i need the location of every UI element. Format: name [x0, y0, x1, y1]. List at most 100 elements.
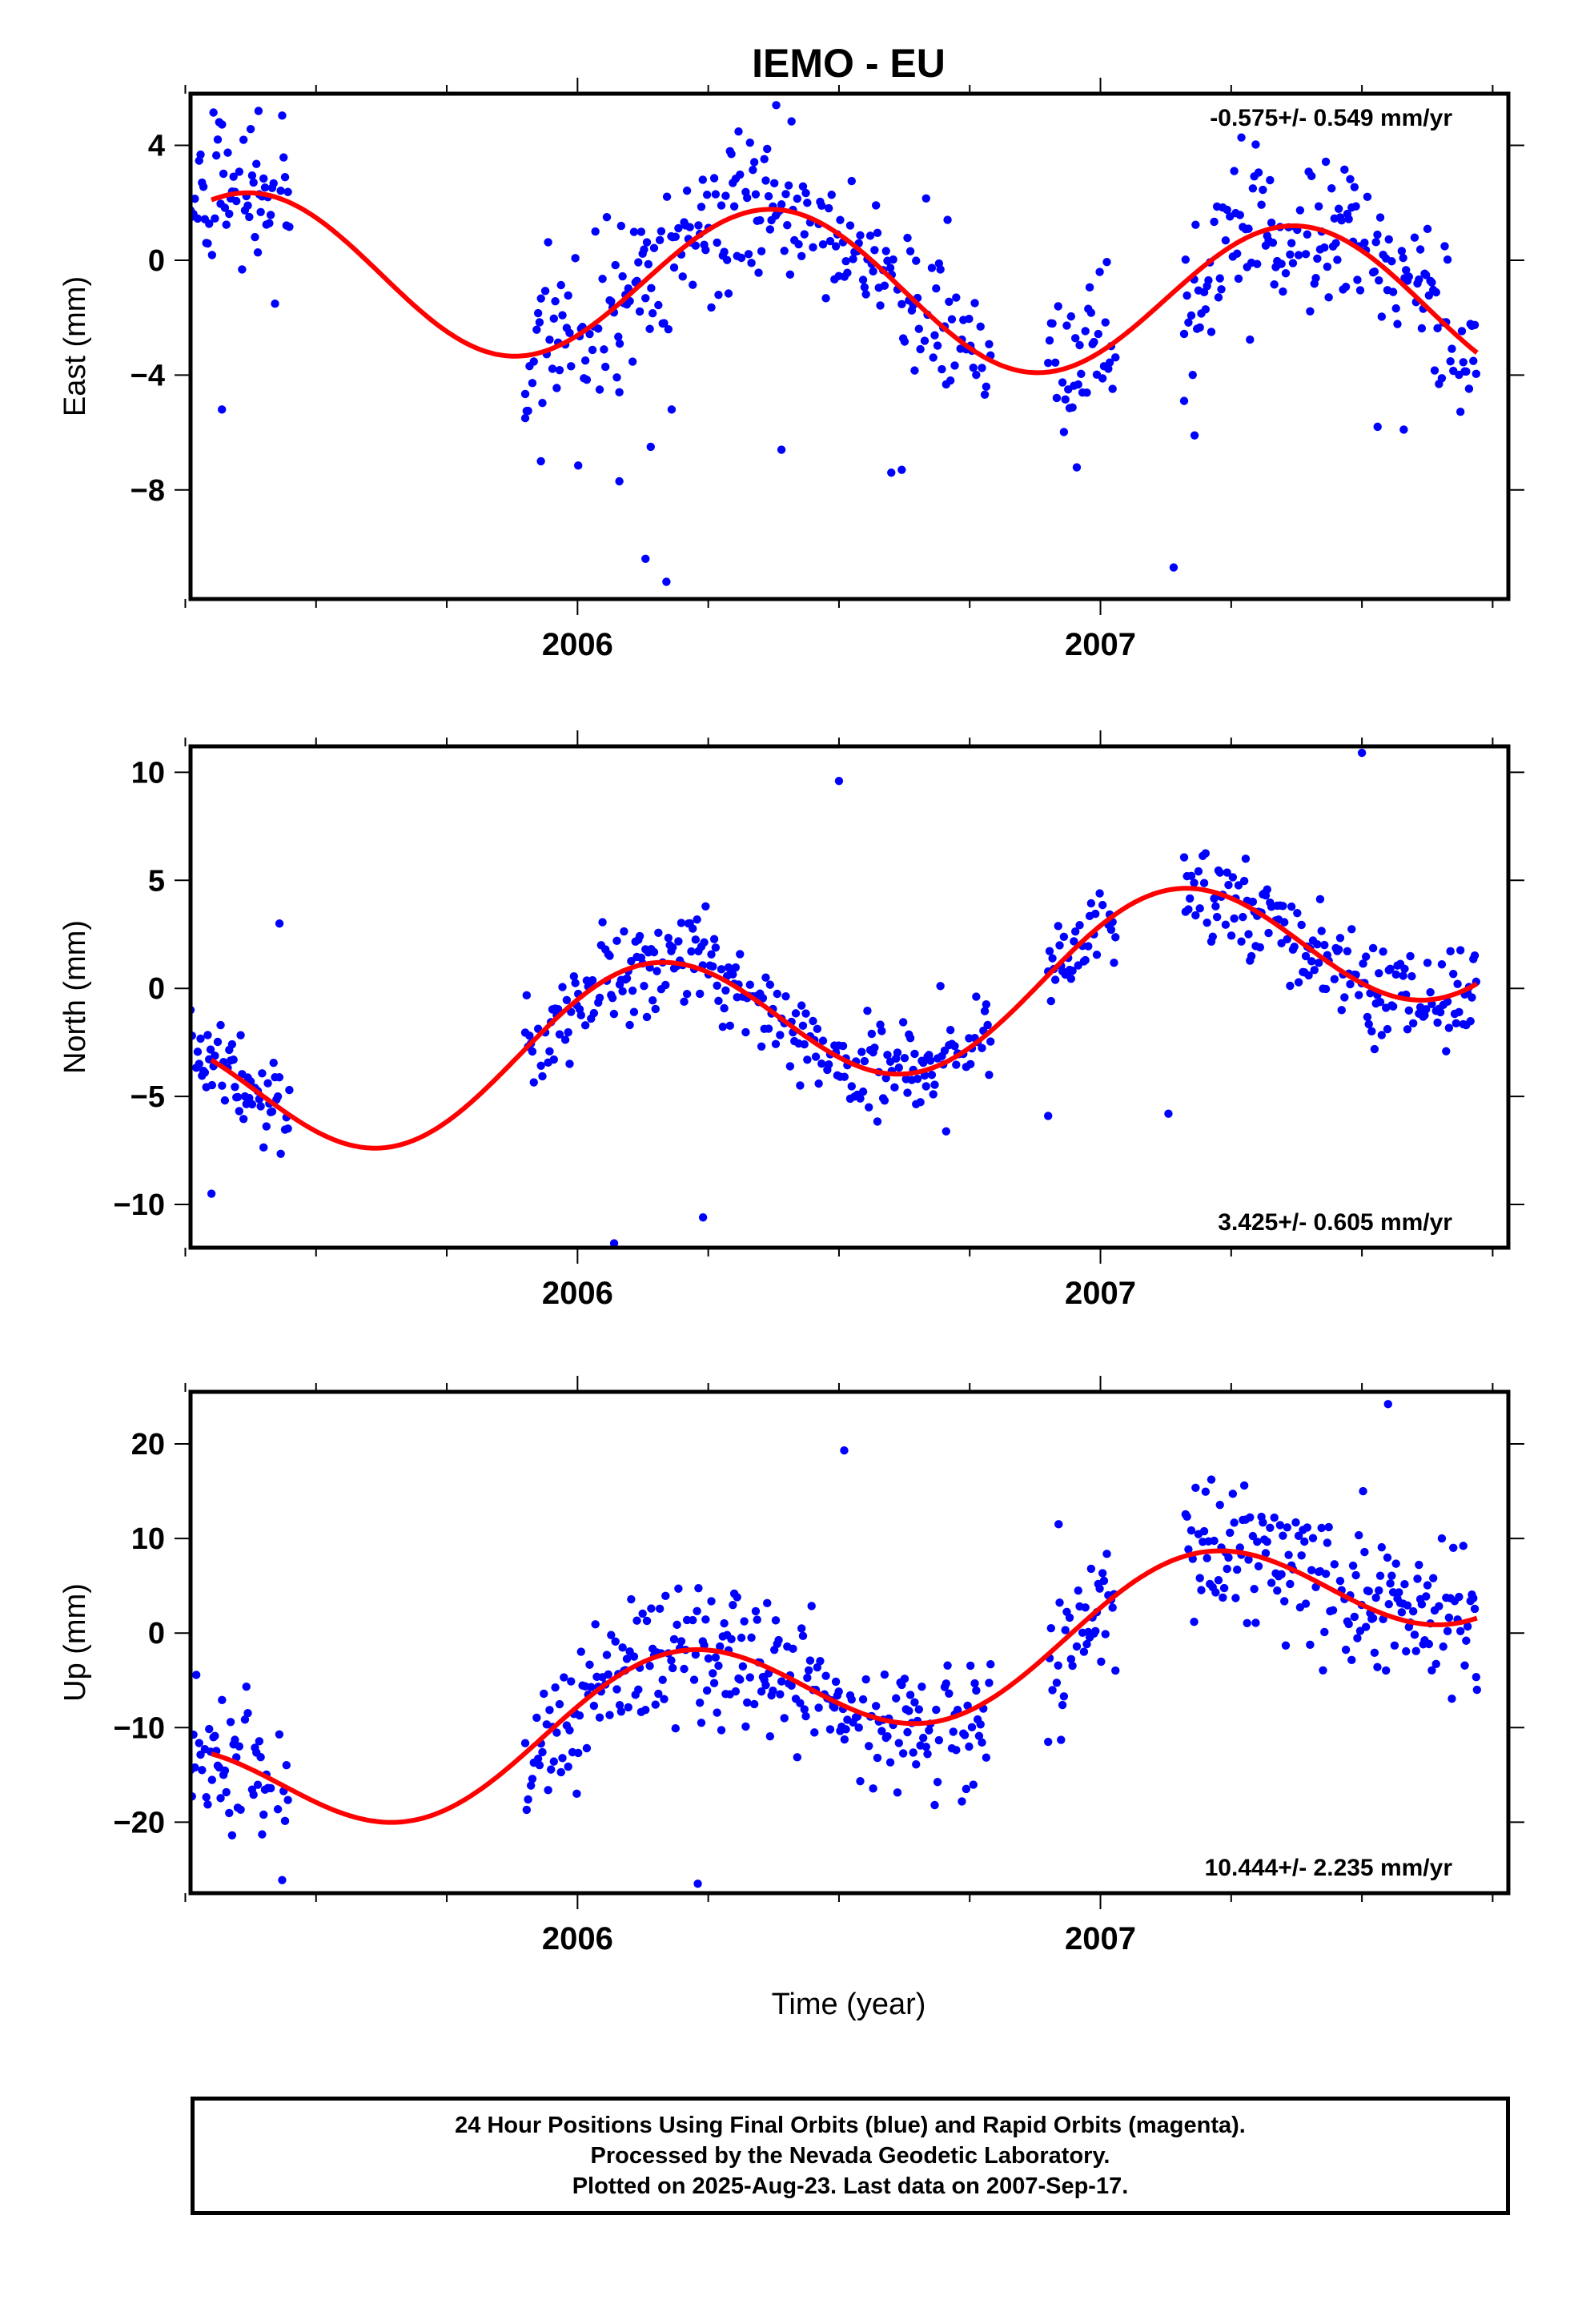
data-point — [1099, 1576, 1109, 1586]
data-point — [897, 300, 906, 308]
data-point — [1469, 356, 1478, 365]
data-point — [1284, 1550, 1293, 1559]
data-point — [1391, 304, 1400, 313]
data-point — [1459, 358, 1468, 367]
data-point — [1281, 269, 1291, 278]
data-point — [800, 1039, 809, 1049]
data-point — [1280, 1597, 1289, 1606]
data-point — [952, 1746, 961, 1755]
data-point — [1443, 997, 1452, 1006]
rate-label-east: -0.575+/- 0.549 mm/yr — [1210, 105, 1452, 131]
data-point — [1456, 946, 1465, 955]
data-point — [1313, 939, 1322, 949]
data-point — [729, 1600, 737, 1610]
data-point — [1169, 563, 1178, 572]
data-point — [1333, 255, 1342, 264]
data-point — [1283, 935, 1291, 943]
data-point — [520, 413, 530, 423]
data-point — [858, 275, 868, 284]
data-point — [810, 1728, 819, 1737]
data-point — [1449, 1543, 1458, 1552]
data-point — [538, 1072, 547, 1081]
data-point — [1263, 1537, 1271, 1546]
data-point — [254, 107, 263, 115]
data-point — [1303, 230, 1312, 239]
data-point — [1377, 1031, 1387, 1039]
data-point — [548, 364, 557, 373]
data-point — [1366, 989, 1375, 998]
data-point — [1433, 1018, 1442, 1027]
data-point — [909, 1748, 917, 1757]
data-point — [674, 937, 683, 946]
data-point — [1070, 334, 1080, 343]
data-point — [622, 1655, 632, 1663]
data-point — [831, 1677, 841, 1687]
data-point — [693, 915, 701, 924]
data-point — [1375, 275, 1383, 285]
data-point — [1371, 1593, 1380, 1602]
data-point — [598, 918, 607, 927]
data-point — [1463, 1622, 1472, 1631]
data-point — [266, 1783, 275, 1793]
data-point — [1085, 283, 1094, 292]
data-point — [814, 1079, 823, 1088]
data-point — [945, 297, 954, 306]
plot-frame — [188, 91, 1511, 601]
data-point — [1313, 254, 1322, 263]
data-point — [1270, 280, 1279, 289]
data-point — [1182, 291, 1191, 300]
data-point — [1350, 183, 1359, 191]
data-point — [873, 1753, 882, 1763]
data-point — [914, 324, 924, 333]
data-point — [942, 1679, 950, 1688]
data-point — [1431, 287, 1440, 297]
data-point — [524, 406, 532, 416]
data-point — [978, 1043, 986, 1052]
data-point — [803, 1055, 812, 1064]
data-point — [555, 1030, 564, 1039]
data-point — [258, 1830, 267, 1839]
data-point — [914, 1705, 924, 1714]
data-point — [1075, 921, 1084, 930]
data-point — [1415, 245, 1425, 254]
y-tick-label: −20 — [114, 1806, 165, 1839]
data-point — [602, 1651, 612, 1659]
data-point — [743, 1698, 752, 1707]
data-point — [231, 1083, 239, 1092]
data-point — [1368, 1614, 1378, 1622]
data-point — [897, 465, 906, 474]
data-point — [765, 225, 775, 234]
data-point — [247, 1100, 257, 1109]
data-point — [283, 187, 292, 196]
data-point — [753, 1615, 761, 1624]
data-point — [749, 165, 757, 175]
data-point — [585, 1660, 594, 1669]
data-point — [1210, 1536, 1219, 1546]
data-point — [235, 167, 244, 176]
data-point — [218, 1695, 227, 1705]
data-point — [965, 315, 974, 324]
data-point — [641, 294, 650, 303]
data-point — [1248, 897, 1258, 907]
data-point — [797, 1624, 806, 1633]
data-point — [1295, 206, 1305, 215]
data-point — [664, 934, 673, 943]
x-tick-label: 2007 — [1065, 1276, 1136, 1311]
y-tick-label: 10 — [131, 1522, 165, 1556]
data-point — [1211, 1588, 1220, 1597]
x-ticks — [184, 1376, 1494, 1909]
data-point — [817, 1059, 826, 1068]
data-point — [1208, 932, 1217, 941]
data-point — [262, 1122, 271, 1131]
data-point — [253, 1780, 263, 1789]
data-point — [260, 183, 270, 192]
data-point — [707, 303, 716, 312]
data-point — [817, 201, 826, 210]
data-point — [1086, 1564, 1096, 1574]
data-point — [791, 1009, 801, 1018]
x-axis-label: Time (year) — [772, 1988, 926, 2021]
data-point — [777, 1677, 786, 1686]
data-point — [801, 188, 810, 198]
data-point — [707, 950, 716, 959]
data-point — [255, 1737, 264, 1746]
